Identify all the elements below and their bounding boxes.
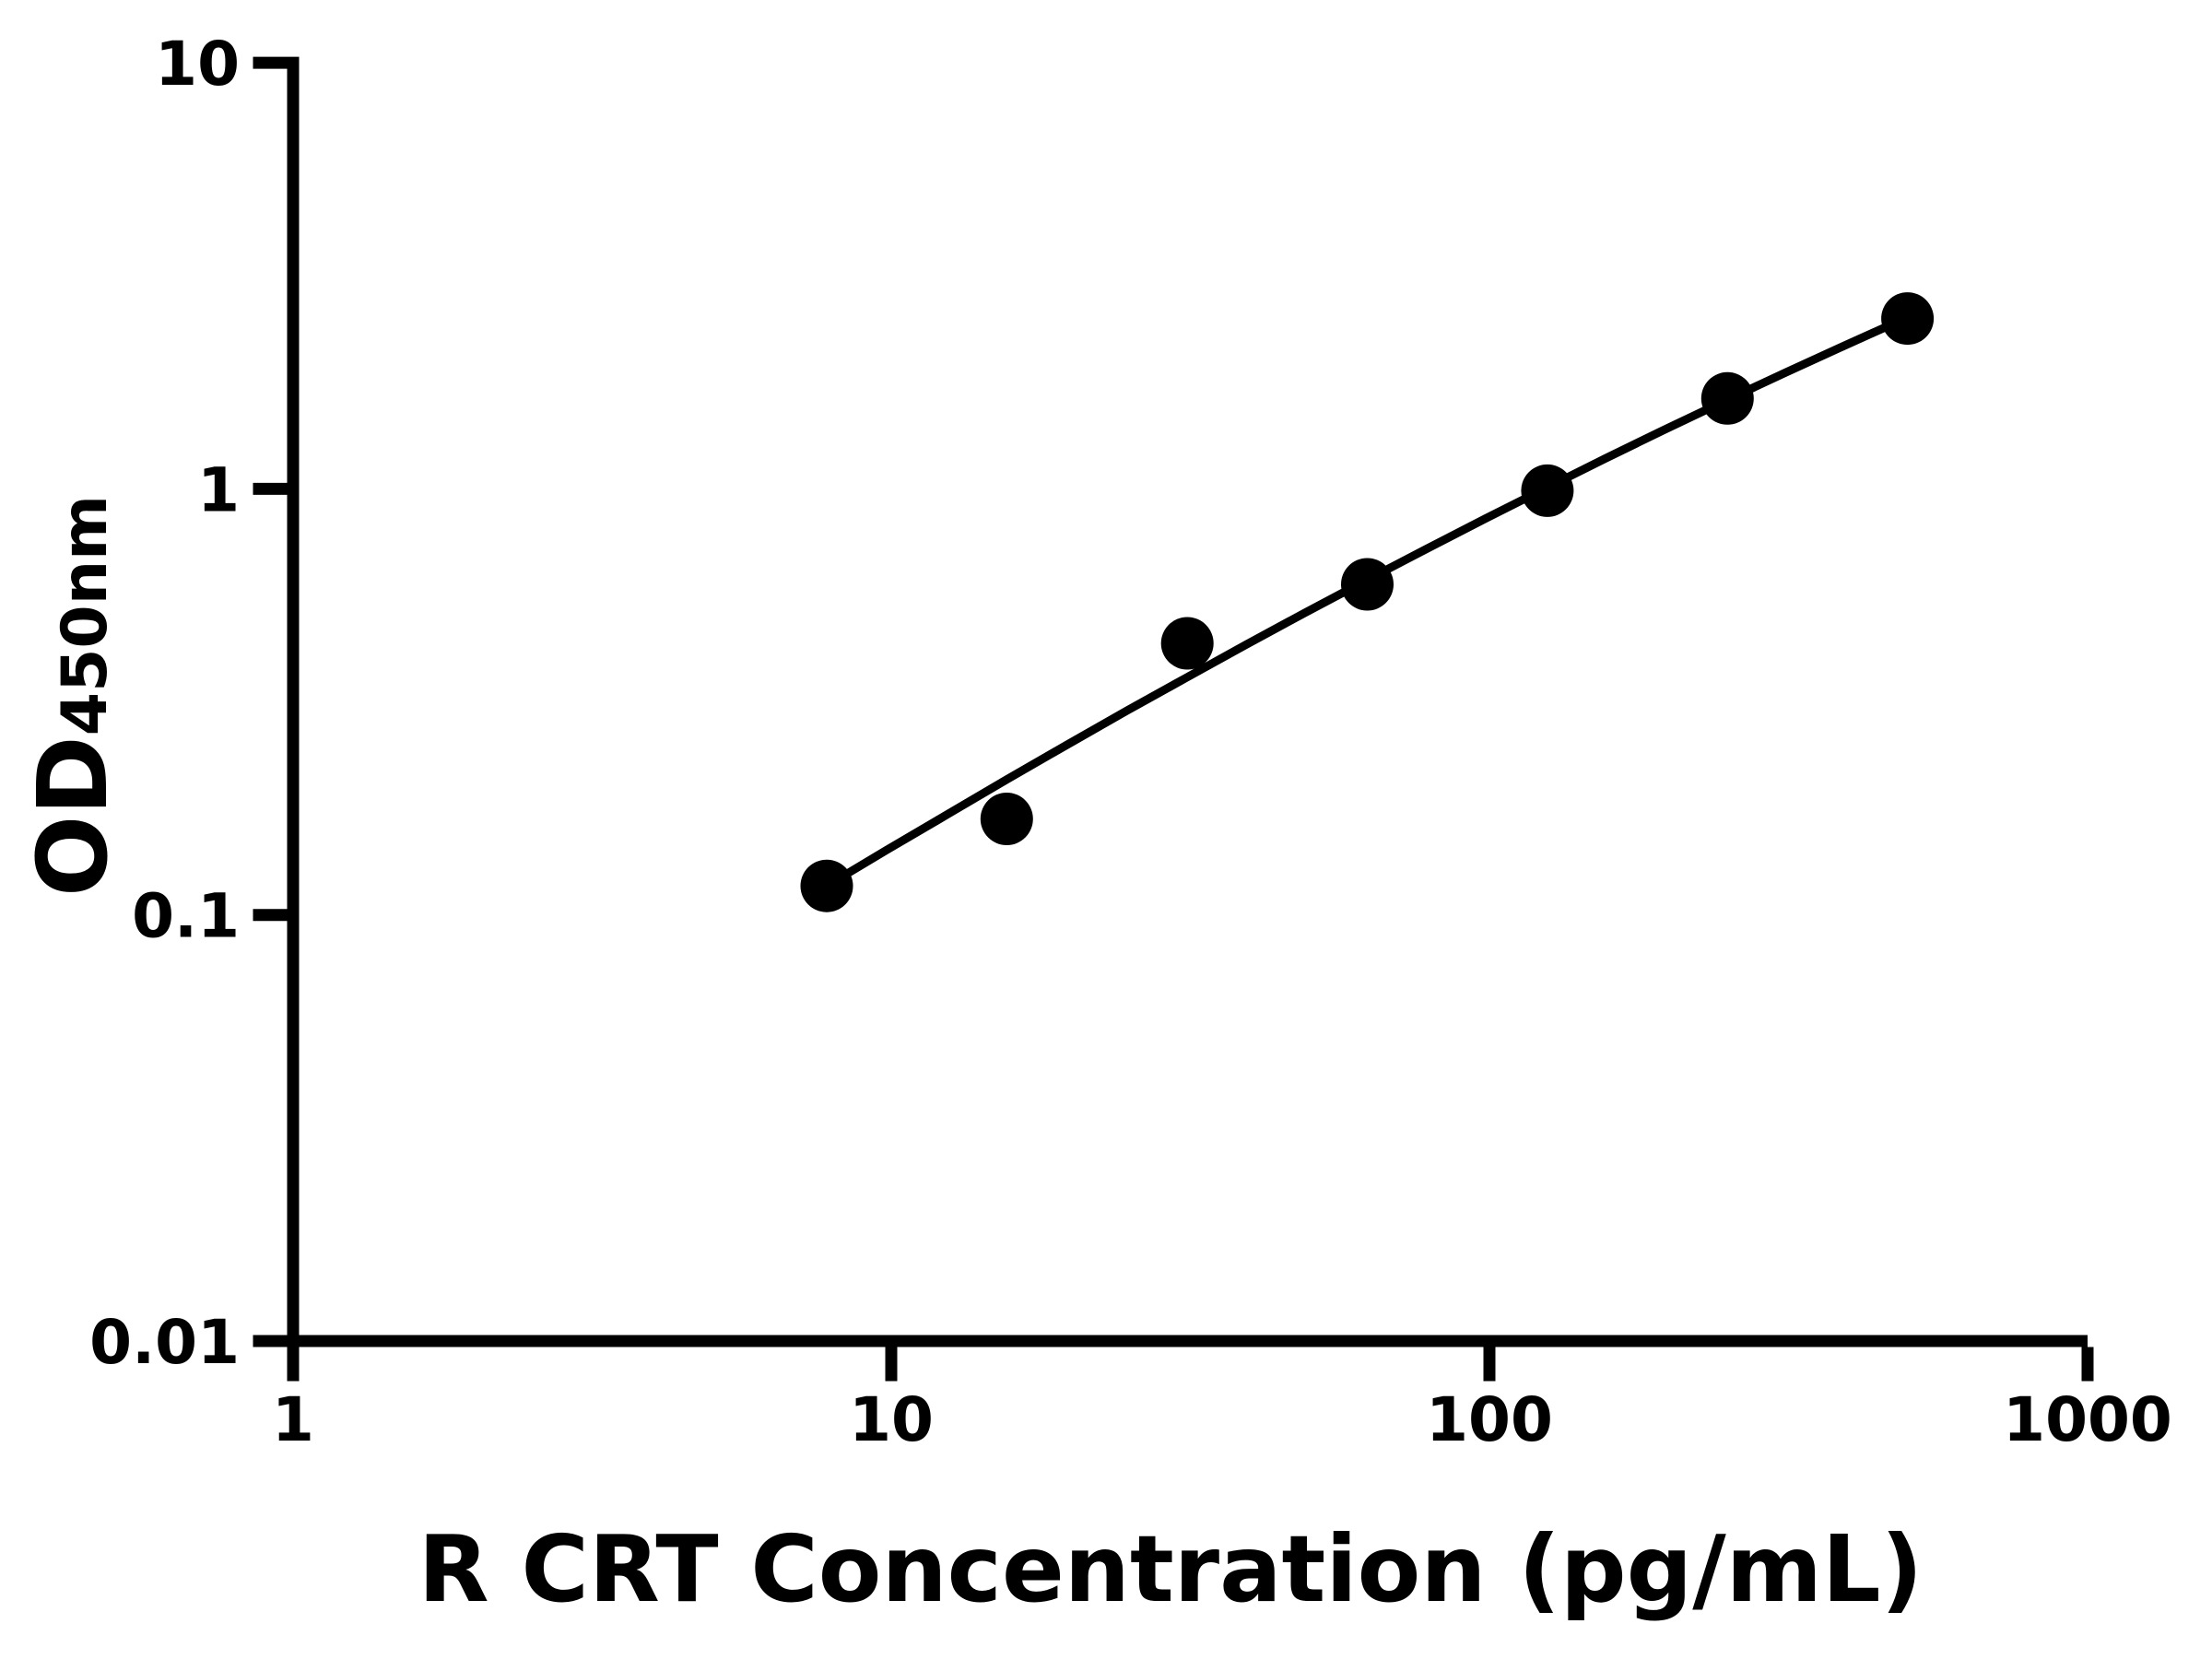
- x-tick-label-1000: 1000: [2003, 1384, 2172, 1455]
- y-axis-tick-labels: 10 1 0.1 0.01: [89, 29, 240, 1378]
- x-tick-label-100: 100: [1426, 1384, 1553, 1455]
- x-axis-title: R CRT Concentration (pg/mL): [418, 1515, 1924, 1623]
- data-point-62.5: [1341, 558, 1394, 611]
- y-tick-label-0.01: 0.01: [89, 1307, 240, 1378]
- y-axis-ticks: [253, 56, 288, 1347]
- y-tick-label-0.1: 0.1: [132, 881, 240, 952]
- y-tick-label-10: 10: [155, 29, 240, 100]
- y-tick-label-1: 1: [197, 454, 240, 525]
- y-axis-title-main: OD: [17, 735, 129, 897]
- x-tick-label-1: 1: [272, 1384, 314, 1455]
- x-tick-label-10: 10: [849, 1384, 934, 1455]
- y-axis-title: OD450nm: [17, 495, 129, 897]
- x-axis-tick-labels: 1 10 100 1000: [272, 1384, 2172, 1455]
- data-point-7.8: [800, 859, 853, 912]
- axes: [287, 56, 2088, 1347]
- data-point-125: [1521, 464, 1574, 517]
- data-point-15.6: [980, 793, 1033, 845]
- data-point-31.25: [1160, 617, 1214, 670]
- y-axis-title-subscript: 450nm: [49, 495, 122, 735]
- data-points-group: [800, 292, 1935, 912]
- data-point-500: [1881, 292, 1935, 346]
- data-point-250: [1700, 371, 1754, 425]
- x-axis-ticks: [287, 1347, 2094, 1382]
